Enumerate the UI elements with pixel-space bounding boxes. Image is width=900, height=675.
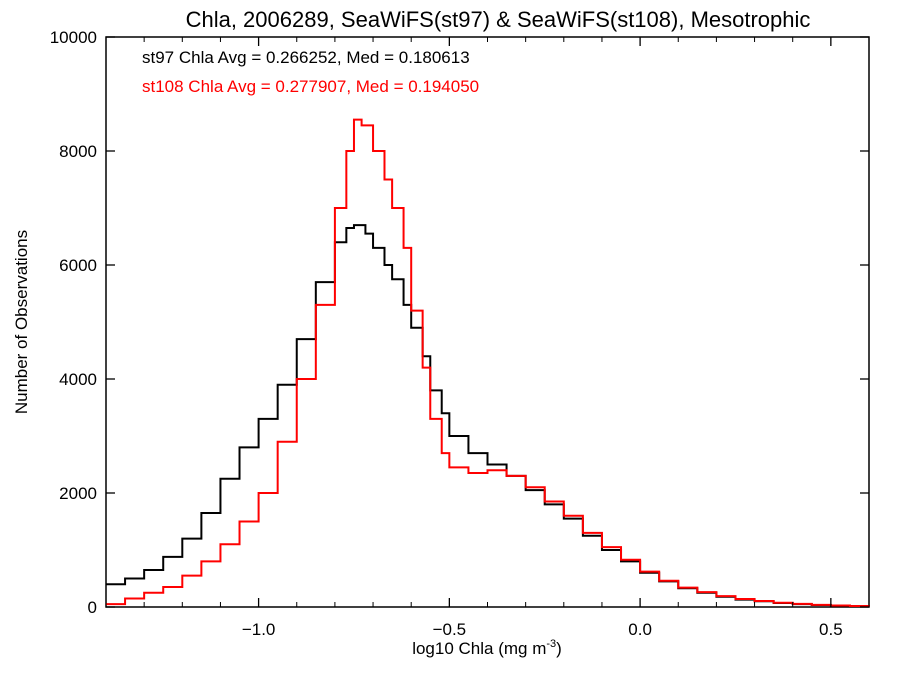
ticks-layer: −1.0 −0.5 0.0 0.5 0 2000 4000 6000 8000 10000 <box>50 28 870 639</box>
plot-area: −1.0 −0.5 0.0 0.5 0 2000 4000 6000 8000 10000 <box>50 28 870 639</box>
x-tick-label: 0.5 <box>819 620 843 639</box>
y-tick-label: 4000 <box>59 370 97 389</box>
y-axis-label: Number of Observations <box>12 230 31 414</box>
annotation-st108: st108 Chla Avg = 0.277907, Med = 0.19405… <box>142 77 479 96</box>
chart-title: Chla, 2006289, SeaWiFS(st97) & SeaWiFS(s… <box>186 7 811 32</box>
x-axis-label: log10 Chla (mg m-3) <box>412 638 562 658</box>
x-tick-label: −0.5 <box>433 620 467 639</box>
x-axis-label-superscript: -3 <box>546 638 556 650</box>
y-tick-label: 8000 <box>59 142 97 161</box>
y-tick-label: 0 <box>88 598 97 617</box>
x-tick-label: −1.0 <box>242 620 276 639</box>
annotation-st97: st97 Chla Avg = 0.266252, Med = 0.180613 <box>142 48 470 67</box>
x-axis-label-close: ) <box>556 639 562 658</box>
x-axis-label-main: log10 Chla (mg m <box>412 639 546 658</box>
plot-frame <box>105 36 870 608</box>
x-tick-label: 0.0 <box>628 620 652 639</box>
y-tick-label: 2000 <box>59 484 97 503</box>
series-st108-line <box>106 118 870 608</box>
y-tick-label: 10000 <box>50 28 97 47</box>
y-tick-label: 6000 <box>59 256 97 275</box>
series-layer <box>106 118 870 608</box>
